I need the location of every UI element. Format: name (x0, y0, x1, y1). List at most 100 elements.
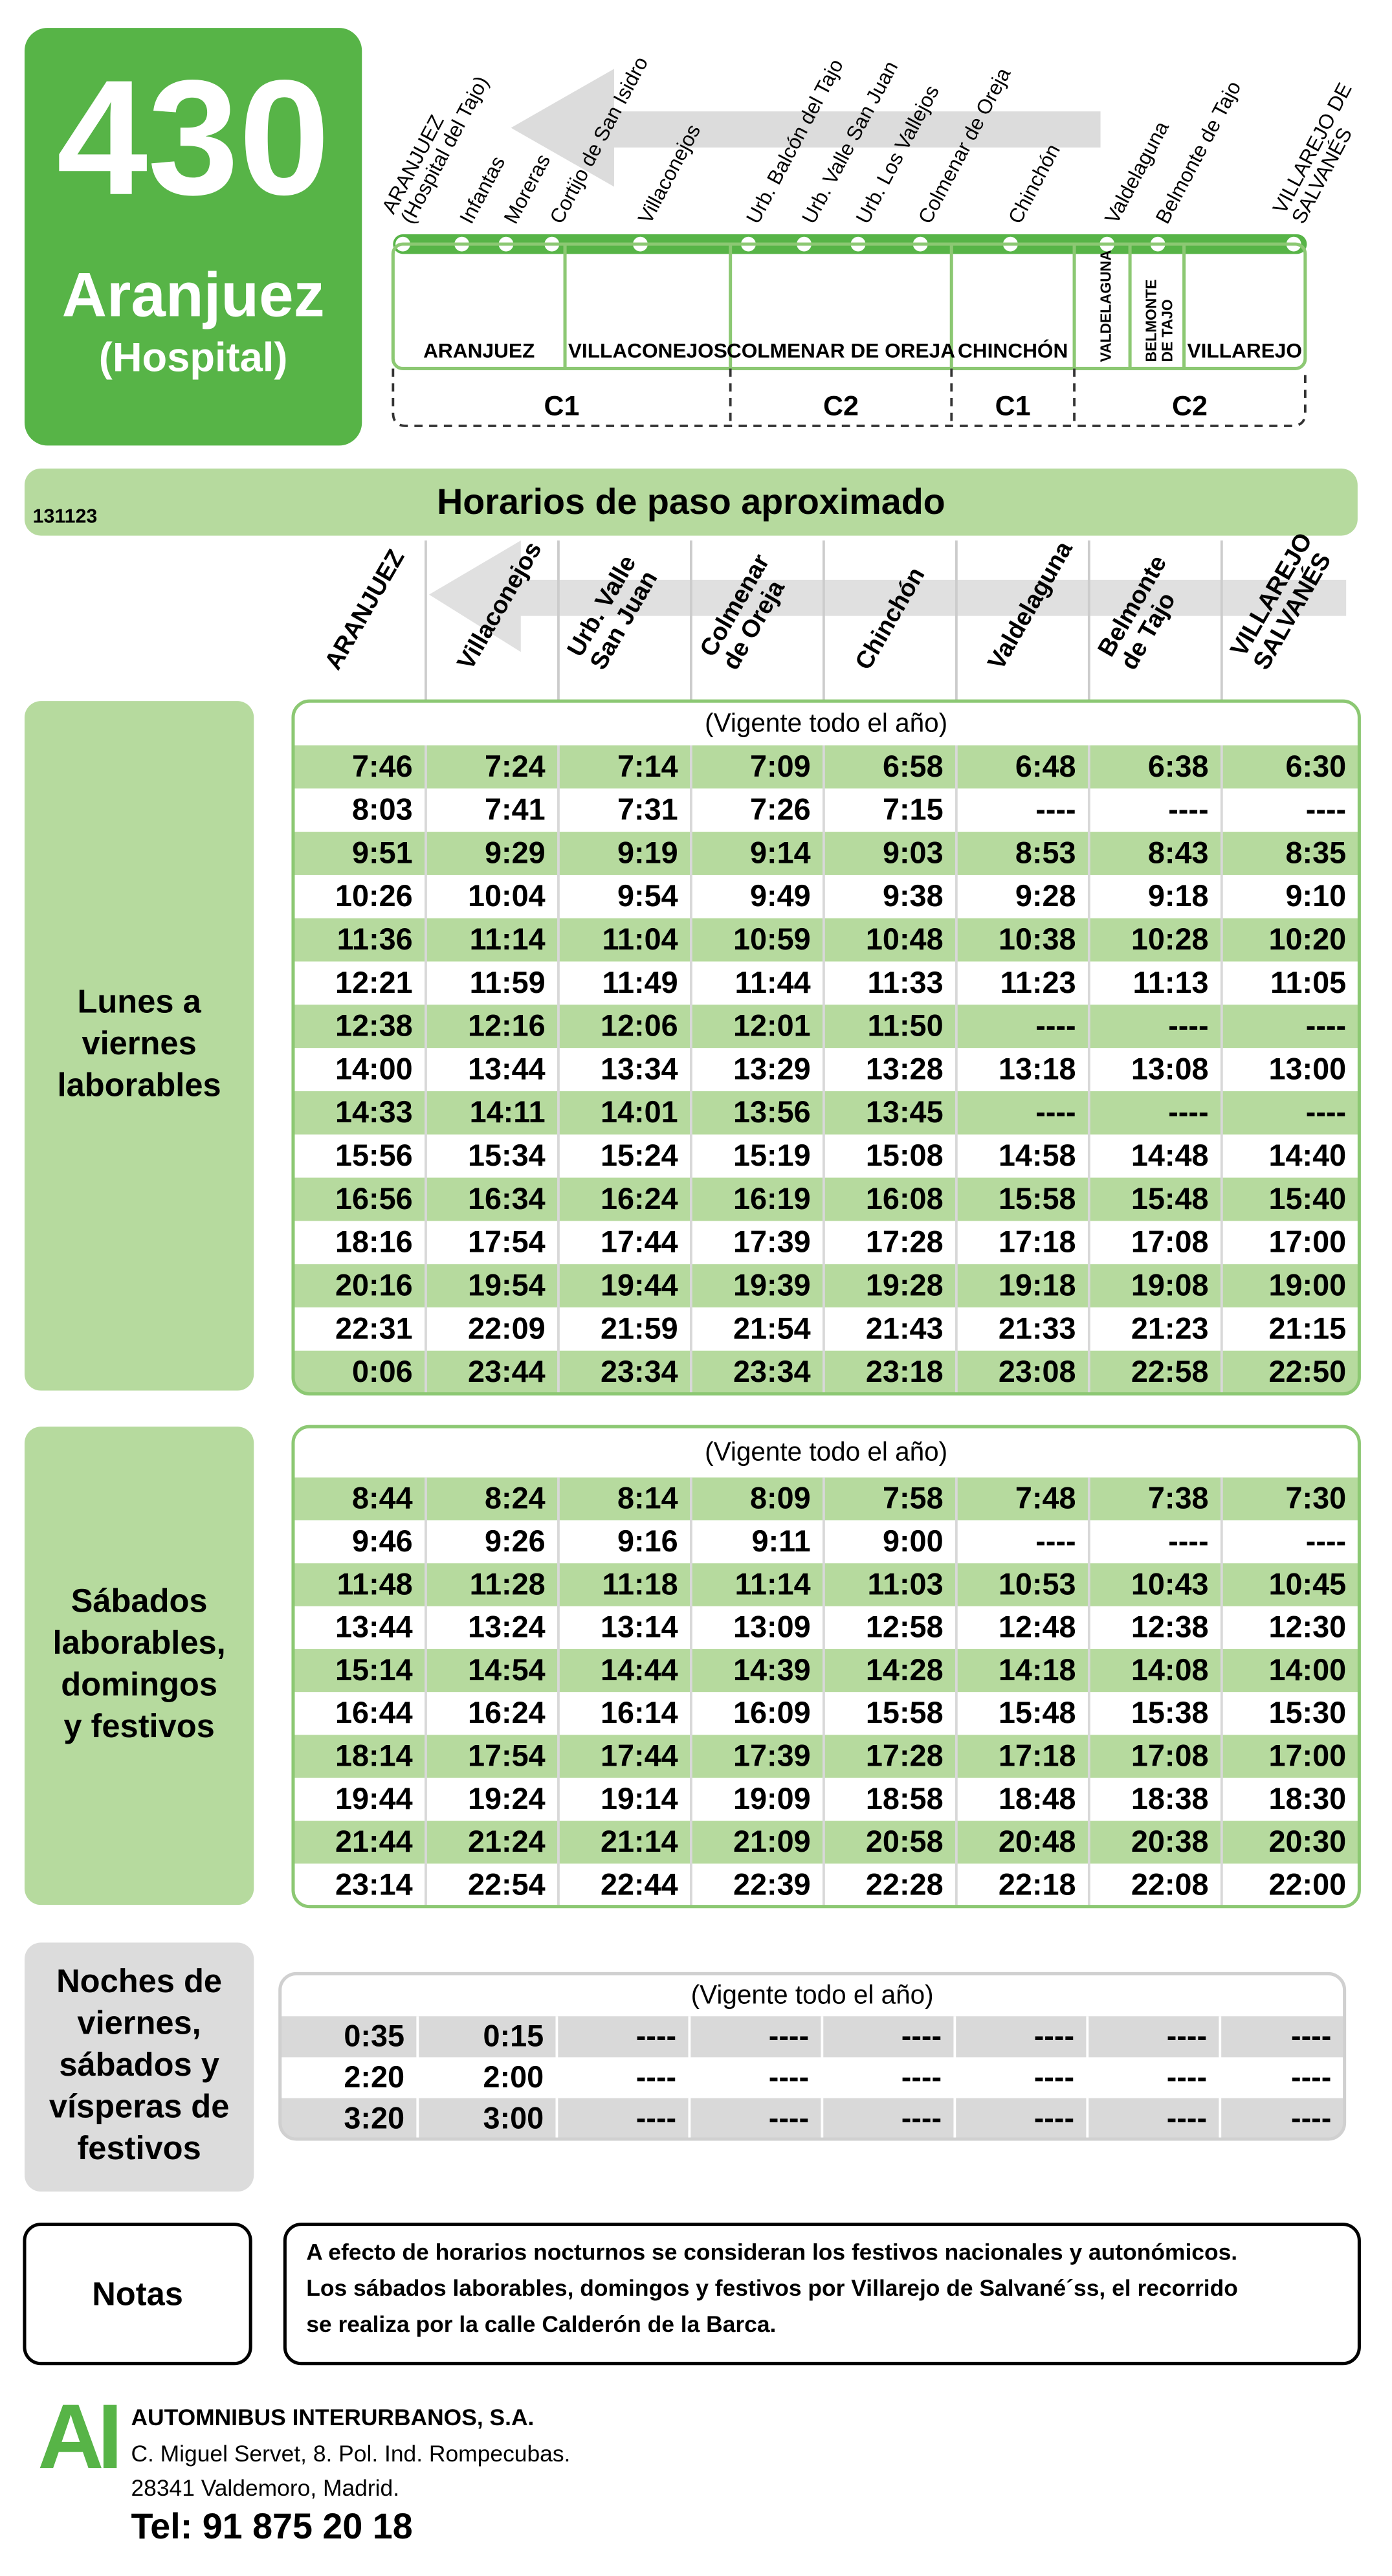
validity: (Vigente todo el año) (705, 708, 947, 738)
section-label: laborables, (52, 1624, 225, 1661)
section-label-box (24, 1427, 254, 1905)
time-cell: 17:28 (866, 1739, 944, 1773)
time-cell: ---- (1306, 1524, 1346, 1558)
time-cell: ---- (1168, 1095, 1208, 1129)
time-cell: 13:34 (601, 1052, 678, 1085)
section-label: y festivos (63, 1707, 214, 1744)
time-cell: 9:19 (617, 836, 678, 869)
time-cell: 11:48 (337, 1567, 413, 1601)
time-cell: 22:58 (1131, 1355, 1209, 1388)
time-cell: 14:01 (601, 1095, 678, 1129)
time-cell: 15:58 (999, 1182, 1076, 1216)
time-cell: 16:56 (335, 1182, 413, 1216)
time-cell: 14:33 (335, 1095, 413, 1129)
time-cell: 15:08 (866, 1138, 944, 1172)
time-cell: 0:15 (483, 2019, 544, 2053)
time-cell: ---- (1034, 2101, 1074, 2135)
time-cell: 15:24 (601, 1138, 678, 1172)
time-cell: ---- (1034, 2060, 1074, 2094)
time-cell: 11:59 (470, 966, 546, 999)
row-bg (293, 1563, 1360, 1606)
time-cell: 21:43 (866, 1311, 944, 1345)
time-cell: 6:30 (1285, 749, 1346, 783)
time-cell: 14:00 (1268, 1653, 1346, 1687)
row-bg (293, 745, 1360, 789)
section-table: (Vigente todo el año) 7:46 7:24 7:14 7:09 6:5… (293, 701, 1360, 1394)
time-cell: ---- (1306, 1009, 1346, 1043)
validity: (Vigente todo el año) (705, 1437, 947, 1467)
time-cell: 6:58 (883, 749, 944, 783)
time-cell: ---- (1168, 1009, 1208, 1043)
time-cell: 23:18 (866, 1355, 944, 1388)
time-cell: 7:41 (485, 793, 546, 827)
time-cell: 14:58 (999, 1138, 1076, 1172)
time-cell: 10:59 (733, 922, 811, 956)
time-cell: ---- (1167, 2019, 1207, 2053)
time-cell: 11:13 (1132, 966, 1208, 999)
row-bg (280, 2016, 1345, 2058)
text-line: VALDELAGUNA (1098, 250, 1114, 362)
text-line: BELMONTE (1142, 280, 1159, 362)
time-cell: 23:14 (335, 1867, 413, 1901)
time-cell: 20:58 (866, 1825, 944, 1858)
time-cell: 10:28 (1131, 922, 1209, 956)
time-cell: 22:31 (335, 1311, 413, 1345)
time-cell: 0:35 (344, 2019, 404, 2053)
time-cell: 11:28 (470, 1567, 546, 1601)
time-cell: 19:18 (999, 1268, 1076, 1302)
time-cell: 21:24 (468, 1825, 546, 1858)
time-cell: 13:24 (468, 1610, 546, 1644)
time-cell: 7:30 (1285, 1482, 1346, 1515)
section-label: festivos (77, 2129, 201, 2166)
time-cell: ---- (1035, 1095, 1076, 1129)
time-cell: 23:34 (733, 1355, 811, 1388)
time-cell: 19:08 (1131, 1268, 1209, 1302)
time-cell: 10:38 (999, 922, 1076, 956)
time-cell: 13:08 (1131, 1052, 1209, 1085)
time-cell: 22:18 (999, 1867, 1076, 1901)
time-cell: ---- (1168, 1524, 1208, 1558)
time-cell: 18:16 (335, 1225, 413, 1259)
time-cell: ---- (769, 2019, 809, 2053)
time-cell: ---- (1291, 2101, 1331, 2135)
time-cell: 8:35 (1285, 836, 1346, 869)
time-cell: 3:20 (344, 2101, 404, 2135)
time-cell: 22:44 (601, 1867, 678, 1901)
town-label: CHINCHÓN (958, 339, 1068, 362)
code: 131123 (33, 506, 98, 527)
phone: Tel: 91 875 20 18 (131, 2506, 412, 2546)
time-cell: 12:48 (999, 1610, 1076, 1644)
time-cell: 17:39 (733, 1225, 811, 1259)
time-cell: 7:48 (1015, 1482, 1076, 1515)
validity: (Vigente todo el año) (691, 1980, 934, 2010)
time-cell: 6:38 (1148, 749, 1209, 783)
time-cell: 8:44 (352, 1482, 413, 1515)
time-cell: 13:09 (733, 1610, 811, 1644)
time-cell: 12:06 (601, 1009, 678, 1043)
time-cell: 14:00 (335, 1052, 413, 1085)
time-cell: 8:03 (352, 793, 413, 827)
time-cell: 12:16 (468, 1009, 546, 1043)
table-border (278, 1971, 1347, 2141)
time-cell: 9:18 (1148, 879, 1209, 913)
note-line: Los sábados laborables, domingos y festi… (306, 2275, 1238, 2301)
time-cell: 19:39 (733, 1268, 811, 1302)
time-cell: 17:39 (733, 1739, 811, 1773)
time-cell: 7:26 (750, 793, 811, 827)
row-bg (293, 1264, 1360, 1307)
section-label: Lunes a (77, 983, 201, 1020)
time-cell: 15:19 (733, 1138, 811, 1172)
time-cell: 22:28 (866, 1867, 944, 1901)
time-cell: 12:38 (1131, 1610, 1209, 1644)
time-cell: 12:21 (335, 966, 413, 999)
time-cell: ---- (769, 2101, 809, 2135)
time-cell: 14:28 (866, 1653, 944, 1687)
time-cell: 21:59 (601, 1311, 678, 1345)
time-cell: 11:18 (602, 1567, 678, 1601)
time-cell: 20:16 (335, 1268, 413, 1302)
time-cell: 11:44 (735, 966, 811, 999)
time-cell: 8:53 (1015, 836, 1076, 869)
time-cell: 19:54 (468, 1268, 546, 1302)
time-cell: 12:01 (733, 1009, 811, 1043)
